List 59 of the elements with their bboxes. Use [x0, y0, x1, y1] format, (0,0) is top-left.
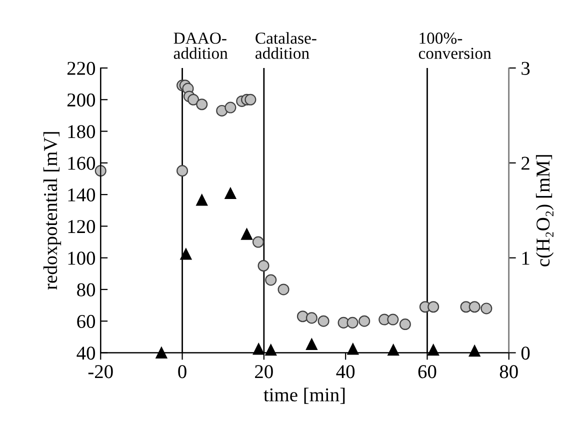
point — [468, 301, 480, 313]
point — [346, 316, 358, 328]
point — [480, 302, 492, 314]
y-tick-label: 180 — [68, 125, 96, 138]
point — [196, 194, 208, 206]
point — [388, 344, 400, 356]
y-tick-label: 140 — [68, 188, 96, 202]
x-tick-label: 60 — [418, 365, 436, 378]
point — [156, 346, 168, 359]
point — [258, 260, 270, 272]
point — [94, 165, 106, 177]
x-axis-title: time [min] — [264, 388, 345, 404]
y-tick-label: 60 — [77, 314, 96, 328]
point — [306, 338, 318, 350]
point — [296, 310, 308, 322]
point — [399, 318, 411, 330]
point — [428, 301, 440, 313]
point — [252, 236, 264, 248]
point — [224, 102, 236, 114]
y2-tick-label: 3 — [522, 62, 530, 75]
x-tick-label: 0 — [178, 365, 186, 378]
point — [252, 343, 264, 355]
y-tick-label: 100 — [68, 252, 96, 265]
point — [180, 248, 192, 260]
point — [196, 98, 208, 110]
y-tick-label: 220 — [67, 62, 96, 75]
y-tick-label: 80 — [77, 283, 96, 296]
point — [306, 312, 318, 324]
point — [216, 104, 228, 116]
y2-tick-label: 0 — [521, 346, 530, 360]
point — [468, 345, 480, 357]
point — [224, 188, 236, 200]
point — [244, 94, 256, 106]
point — [428, 344, 440, 356]
point — [358, 315, 370, 327]
x-tick-label: 80 — [500, 365, 518, 378]
y2-tick-label: 2 — [522, 156, 530, 170]
point — [347, 343, 359, 355]
ref-line-label: DAAO- addition — [174, 32, 228, 59]
point — [265, 274, 277, 286]
y-tick-label: 200 — [67, 93, 96, 107]
ref-line-label: Catalase- addition — [256, 32, 316, 59]
point — [188, 94, 200, 106]
point — [176, 165, 188, 177]
point — [318, 315, 330, 327]
x-tick-label: -20 — [88, 365, 113, 378]
y-axis-title: redoxpotential [mV] — [43, 132, 62, 290]
point — [241, 228, 253, 240]
ref-line-label: 100%- conversion — [418, 32, 492, 59]
point — [278, 284, 290, 296]
y-tick-label: 160 — [68, 156, 96, 170]
y2-axis-title: c(H₂O₂) [mM] — [536, 155, 554, 266]
point — [265, 344, 277, 356]
y-tick-label: 120 — [68, 220, 96, 234]
y2-tick-label: 1 — [522, 252, 530, 265]
y-tick-label: 40 — [76, 346, 96, 360]
point — [387, 314, 399, 326]
x-tick-label: 20 — [255, 365, 273, 378]
x-tick-label: 40 — [336, 365, 355, 378]
